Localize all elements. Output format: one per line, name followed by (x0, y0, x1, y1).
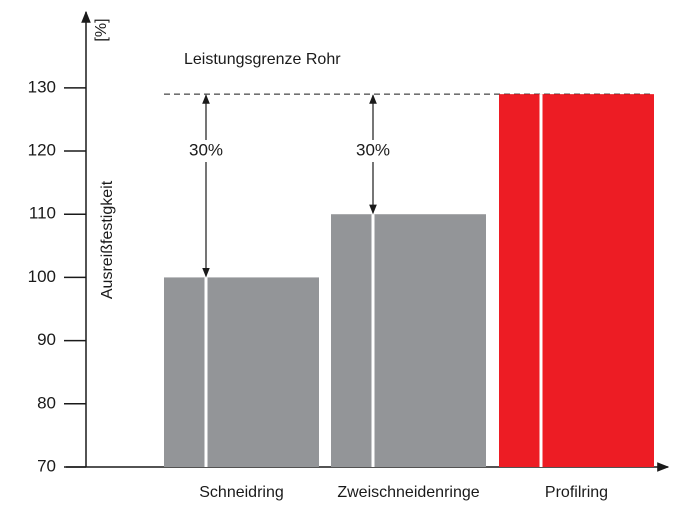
y-tick-label: 70 (37, 456, 56, 475)
y-unit: [%] (93, 18, 110, 41)
x-tick-label: Zweischneidenringe (337, 484, 479, 501)
x-tick-label: Profilring (545, 484, 608, 501)
bar (331, 214, 486, 467)
y-tick-label: 120 (28, 141, 56, 160)
bar (499, 94, 654, 468)
y-tick-label: 80 (37, 393, 56, 412)
y-tick-label: 110 (29, 204, 56, 223)
annotation-bg (349, 140, 397, 162)
y-tick-label: 130 (28, 77, 56, 96)
x-tick-label: Schneidring (199, 484, 284, 501)
y-tick-label: 100 (28, 267, 56, 286)
limit-label: Leistungsgrenze Rohr (184, 51, 341, 68)
bar (164, 277, 319, 467)
annotation: 30% (189, 140, 223, 159)
annotation-bg (182, 140, 230, 162)
annotation: 30% (356, 140, 390, 159)
y-tick-label: 90 (37, 330, 56, 349)
y-axis-label: Ausreißfestigkeit (99, 180, 116, 299)
